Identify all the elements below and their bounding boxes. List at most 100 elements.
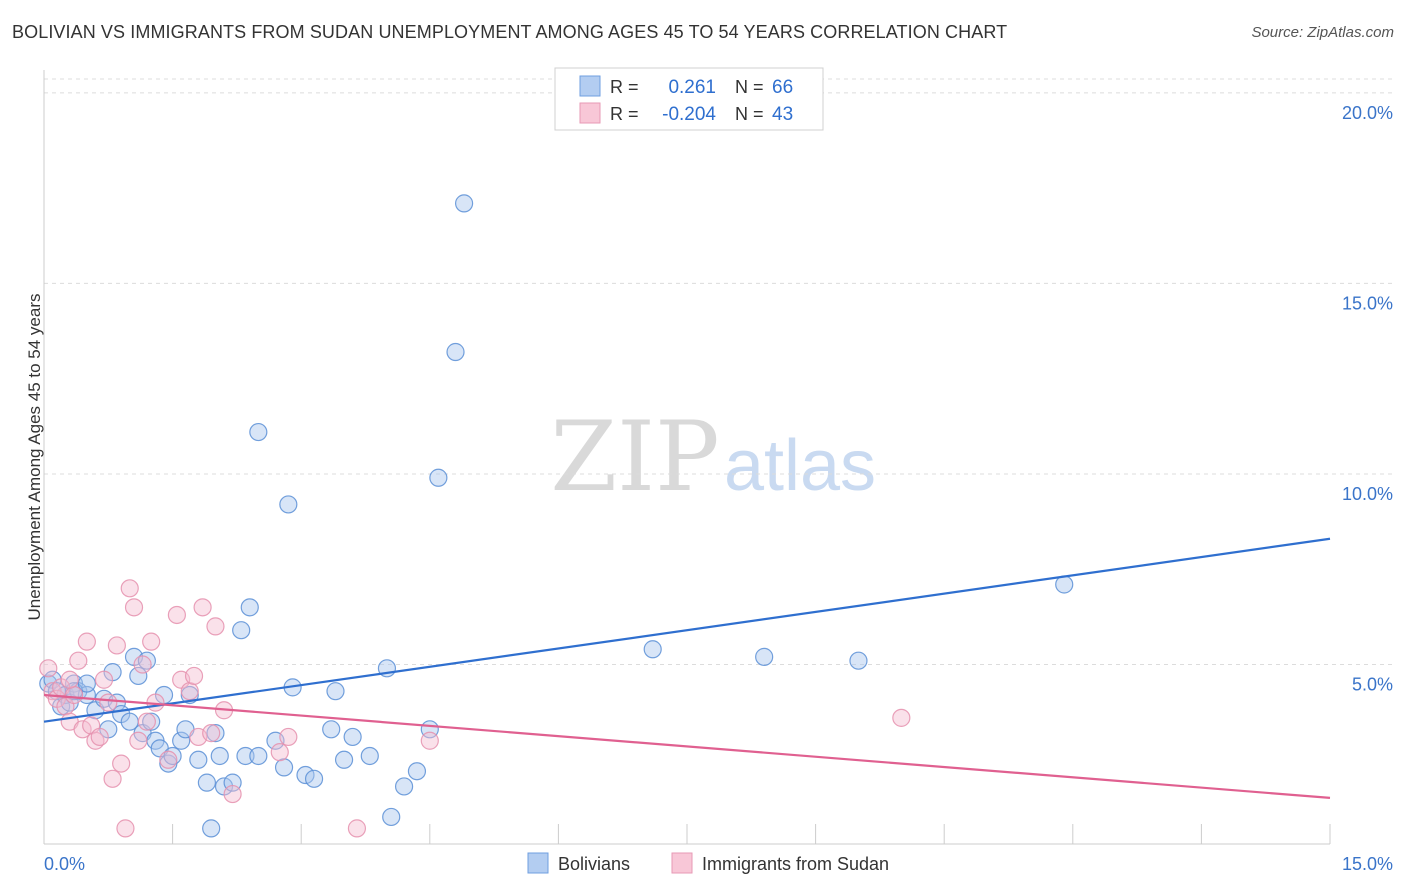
legend-swatch-sudan xyxy=(579,102,601,124)
point-s0-43 xyxy=(326,682,345,701)
legend-n-label-2: N = xyxy=(735,104,764,124)
series-legend-label-sudan: Immigrants from Sudan xyxy=(702,854,889,874)
x-tick-label-max: 15.0% xyxy=(1342,854,1393,874)
point-s0-57 xyxy=(643,640,662,659)
point-s0-53 xyxy=(279,495,298,514)
trend-lines xyxy=(43,537,1331,799)
point-s0-52 xyxy=(249,422,268,442)
y-tick-label-1: 10.0% xyxy=(1342,484,1393,504)
y-tick-label-2: 15.0% xyxy=(1342,293,1393,313)
point-s1-16 xyxy=(107,636,126,655)
point-s0-34 xyxy=(236,746,255,766)
y-tick-labels: 5.0% 10.0% 15.0% 20.0% xyxy=(1342,103,1393,695)
point-s0-41 xyxy=(304,769,324,788)
series-legend-swatch-sudan xyxy=(671,852,693,874)
point-s1-39 xyxy=(347,819,367,838)
point-s1-38 xyxy=(279,727,298,747)
point-s1-19 xyxy=(120,579,139,598)
point-s0-62 xyxy=(232,621,251,640)
legend-r-value-2: -0.204 xyxy=(662,104,716,125)
point-s1-6 xyxy=(64,685,84,705)
point-s0-32 xyxy=(210,746,229,766)
series-legend-label-bolivians: Bolivians xyxy=(558,854,630,874)
point-s1-27 xyxy=(167,605,186,625)
chart-title: BOLIVIAN VS IMMIGRANTS FROM SUDAN UNEMPL… xyxy=(12,22,1008,42)
point-s1-13 xyxy=(94,670,114,689)
watermark-atlas: atlas xyxy=(724,426,876,506)
point-s1-34 xyxy=(206,617,225,636)
point-s1-17 xyxy=(112,754,131,773)
point-s0-49 xyxy=(394,777,414,796)
watermark-zip: ZIP xyxy=(550,401,719,513)
series-legend: Bolivians Immigrants from Sudan xyxy=(527,852,889,874)
axes xyxy=(43,70,1331,845)
point-s1-22 xyxy=(133,655,152,674)
point-s1-7 xyxy=(69,651,88,670)
point-s0-38 xyxy=(274,758,294,777)
point-s0-65 xyxy=(77,674,96,693)
point-s0-55 xyxy=(446,342,465,362)
point-s1-18 xyxy=(116,819,135,838)
y-axis-title: Unemployment Among Ages 45 to 54 years xyxy=(25,294,44,621)
point-s1-14 xyxy=(99,693,118,712)
correlation-legend: R = 0.261 N = 66 R = -0.204 N = 43 xyxy=(554,67,824,131)
point-s1-0 xyxy=(39,659,58,678)
watermark: ZIP atlas xyxy=(550,401,876,513)
point-s0-56 xyxy=(454,194,474,213)
point-s1-40 xyxy=(420,731,439,750)
y-tick-label-3: 20.0% xyxy=(1342,103,1393,123)
point-s1-24 xyxy=(142,632,161,651)
legend-n-value-2: 43 xyxy=(772,104,793,125)
point-s0-29 xyxy=(197,773,216,792)
point-s1-30 xyxy=(184,666,204,686)
point-s0-58 xyxy=(755,647,774,666)
point-s0-54 xyxy=(429,468,448,487)
point-s0-31 xyxy=(206,724,225,743)
point-s0-42 xyxy=(322,720,341,739)
point-s0-40 xyxy=(296,765,315,785)
point-s1-37 xyxy=(270,743,289,762)
point-s0-46 xyxy=(360,746,379,766)
point-s0-64 xyxy=(142,712,161,731)
point-s0-35 xyxy=(240,598,259,617)
y-tick-label-0: 5.0% xyxy=(1352,675,1393,695)
point-s1-33 xyxy=(202,724,221,743)
point-s1-20 xyxy=(124,598,144,617)
x-tick-label-min: 0.0% xyxy=(44,854,85,874)
point-s0-30 xyxy=(202,819,221,838)
point-s0-45 xyxy=(343,727,362,747)
point-s0-36 xyxy=(249,746,268,766)
point-s1-41 xyxy=(892,708,911,727)
legend-n-value-1: 66 xyxy=(772,77,793,98)
point-s1-26 xyxy=(159,750,178,769)
gridlines xyxy=(44,78,1393,666)
point-s0-48 xyxy=(382,807,401,827)
legend-r-label-1: R = xyxy=(610,77,639,97)
trend-line-s0 xyxy=(43,537,1331,723)
legend-r-label-2: R = xyxy=(610,104,639,124)
point-s0-50 xyxy=(407,762,427,781)
legend-r-value-1: 0.261 xyxy=(668,77,716,98)
point-s0-60 xyxy=(1055,575,1074,594)
chart-source: Source: ZipAtlas.com xyxy=(1251,24,1394,41)
point-s1-15 xyxy=(103,769,122,788)
point-s0-17 xyxy=(129,666,148,686)
point-s1-36 xyxy=(223,784,242,804)
point-s0-28 xyxy=(189,750,208,769)
point-s1-8 xyxy=(73,720,92,739)
point-s1-32 xyxy=(193,598,212,617)
point-s1-9 xyxy=(77,632,96,651)
legend-n-label-1: N = xyxy=(735,77,764,97)
point-s0-59 xyxy=(849,651,868,670)
point-s1-29 xyxy=(180,682,199,701)
trend-line-s1 xyxy=(43,693,1331,799)
point-s1-42 xyxy=(60,670,79,689)
data-points xyxy=(39,194,1074,838)
point-s1-12 xyxy=(90,727,109,747)
point-s0-44 xyxy=(334,750,354,769)
point-s1-23 xyxy=(137,712,156,731)
legend-swatch-bolivians xyxy=(579,75,601,97)
point-s1-21 xyxy=(129,731,148,750)
series-legend-swatch-bolivians xyxy=(527,852,549,874)
